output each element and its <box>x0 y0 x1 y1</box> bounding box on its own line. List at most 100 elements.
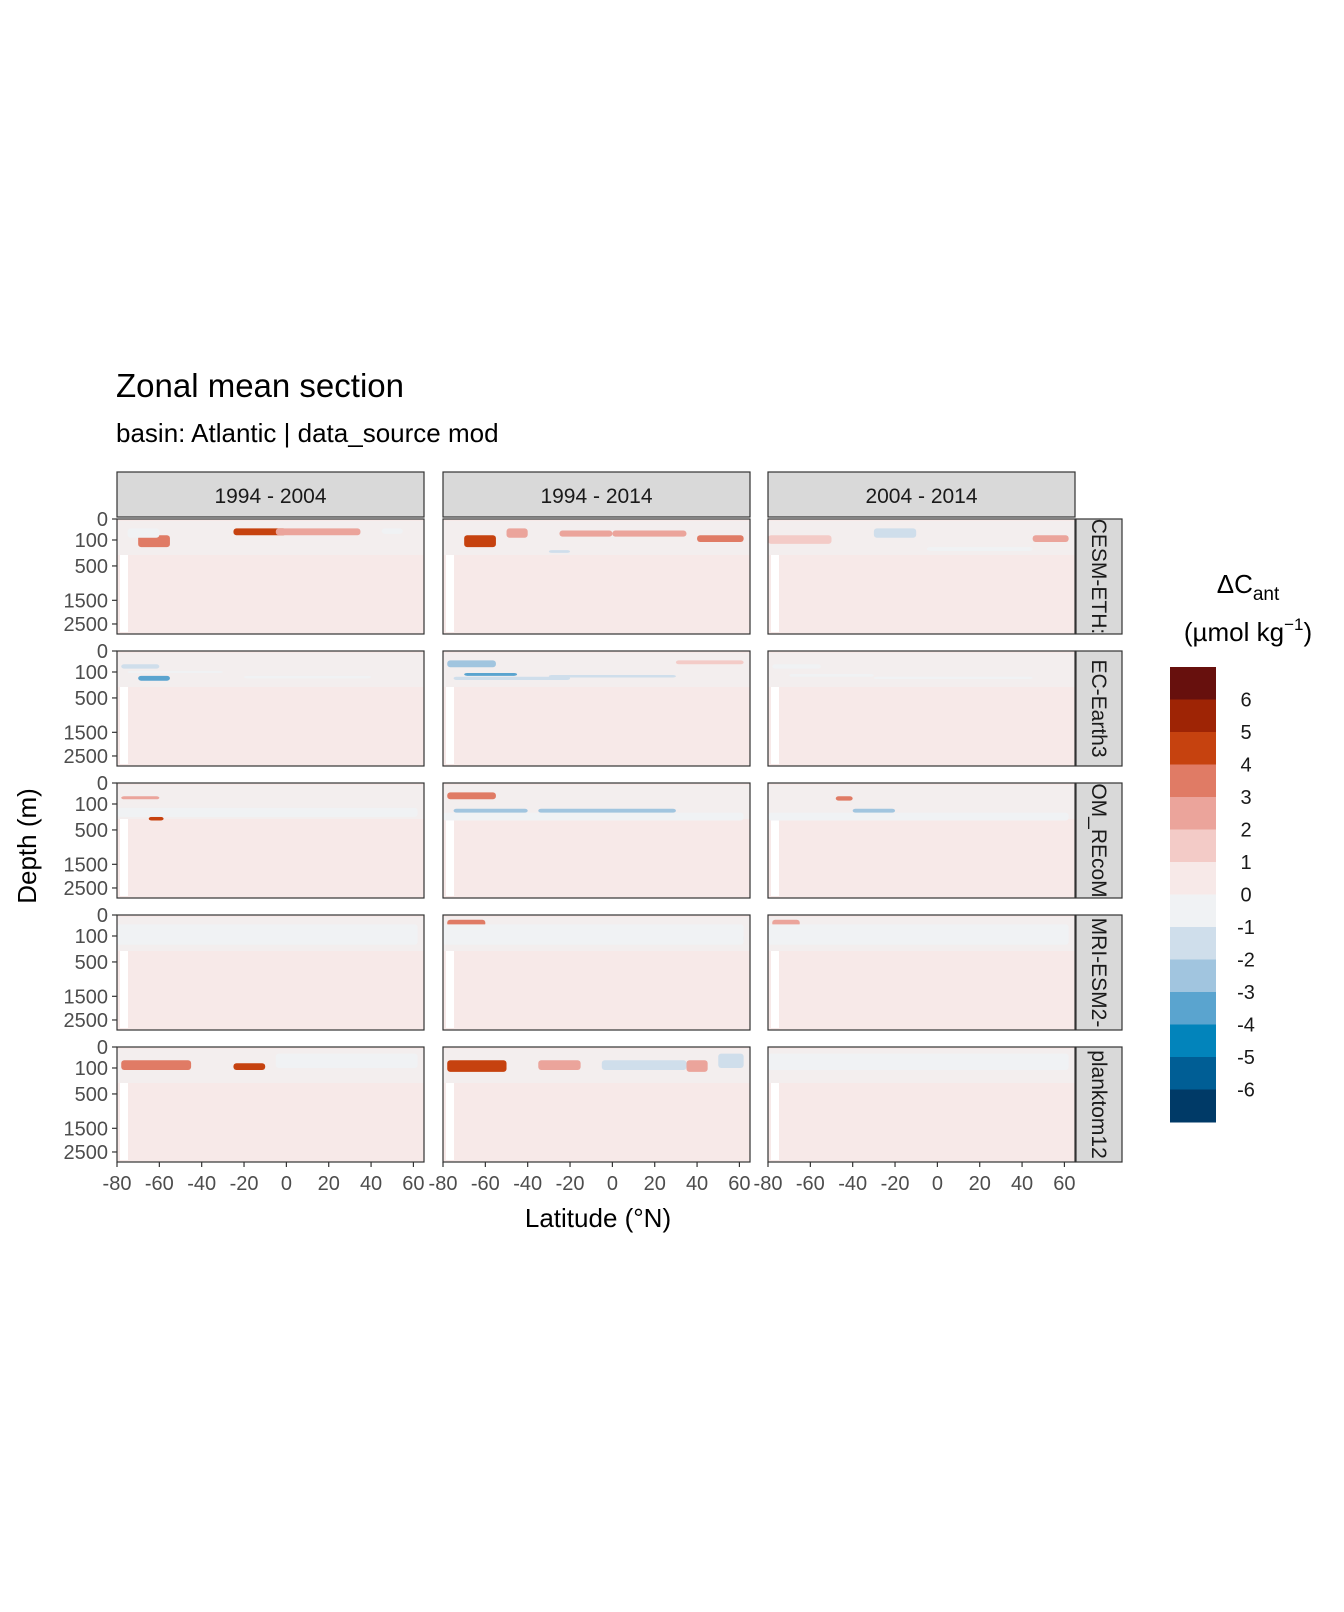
contour-cell <box>233 1063 266 1070</box>
panel-border <box>767 650 1076 767</box>
x-tick-label: -60 <box>796 1173 825 1195</box>
x-tick-label: -20 <box>881 1173 910 1195</box>
land-mask <box>446 819 454 896</box>
y-tick-label: 500 <box>75 820 108 842</box>
legend-label: 5 <box>1240 722 1251 744</box>
legend-unit-sup: −1 <box>1284 615 1303 634</box>
y-tick-label: 500 <box>75 1084 108 1106</box>
chart-subtitle: basin: Atlantic | data_source mod <box>116 418 499 448</box>
row-strip-label: EC-Earth3 <box>1087 659 1110 757</box>
legend-label: 4 <box>1240 755 1251 777</box>
y-tick-label: 2500 <box>64 746 109 768</box>
row-strip-label: planktom12 <box>1087 1050 1110 1159</box>
panel-border <box>442 650 751 767</box>
contour-cell <box>464 673 518 676</box>
y-tick-label: 0 <box>97 641 108 663</box>
y-tick-label: 1500 <box>64 722 109 744</box>
legend-swatch <box>1170 764 1216 798</box>
x-tick-label: 20 <box>318 1173 340 1195</box>
contour-cell <box>138 675 170 681</box>
x-tick-label: -40 <box>838 1173 867 1195</box>
legend-label: 3 <box>1240 787 1251 809</box>
row-strip <box>1075 914 1123 1031</box>
contour-cell <box>453 808 528 813</box>
land-mask <box>120 951 128 1028</box>
contour-cell <box>548 550 571 553</box>
row-strip-label: CESM-ETH: <box>1087 519 1110 635</box>
y-tick-label: 2500 <box>64 878 109 900</box>
land-mask <box>120 687 128 764</box>
legend-swatch <box>1170 959 1216 993</box>
contour-cell <box>117 807 418 817</box>
land-mask <box>120 555 128 632</box>
x-tick-label: 40 <box>686 1173 708 1195</box>
legend-swatch <box>1170 927 1216 960</box>
y-tick-label: 100 <box>75 1058 108 1080</box>
contour-cell <box>768 924 1069 945</box>
contour-cell <box>138 535 170 548</box>
panel-border <box>116 1046 425 1163</box>
x-tick-label: 40 <box>1011 1173 1033 1195</box>
contour-cell <box>559 530 613 537</box>
legend-colorbar: 6 5 4 3 2 1 0 -1 -2 -3 -4 -5 -6 <box>1170 667 1255 1123</box>
contour-cell <box>1032 535 1069 542</box>
contour-cell <box>768 1053 1069 1070</box>
legend-label: -2 <box>1237 950 1255 972</box>
y-tick-label: 0 <box>97 1037 108 1059</box>
land-mask <box>120 1083 128 1160</box>
row-strip <box>1075 1046 1123 1163</box>
contour-cell <box>697 535 744 542</box>
row-strip-label: OM_REcoM <box>1087 783 1110 897</box>
panel-border <box>442 518 751 635</box>
legend-swatch <box>1170 992 1216 1025</box>
x-tick-label: 0 <box>281 1173 292 1195</box>
x-tick-label: 20 <box>644 1173 666 1195</box>
legend-label: -3 <box>1237 982 1255 1004</box>
y-tick-label: 1500 <box>64 986 109 1008</box>
x-tick-label: -20 <box>556 1173 585 1195</box>
y-tick-label: 0 <box>97 509 108 531</box>
surface-band <box>443 653 750 687</box>
x-tick-label: -80 <box>103 1173 132 1195</box>
y-tick-label: 500 <box>75 952 108 974</box>
panel-border <box>767 914 1076 1031</box>
x-tick-label: 60 <box>728 1173 750 1195</box>
panel-border <box>767 518 1076 635</box>
land-mask <box>771 1083 779 1160</box>
y-tick-label: 2500 <box>64 1142 109 1164</box>
legend-swatch <box>1170 1057 1216 1090</box>
x-tick-label: 40 <box>360 1173 382 1195</box>
x-tick-label: 60 <box>402 1173 424 1195</box>
contour-cell <box>453 676 571 680</box>
legend-swatch <box>1170 829 1216 863</box>
land-mask <box>446 687 454 764</box>
panel-border <box>116 650 425 767</box>
legend-label: 6 <box>1240 690 1251 712</box>
land-mask <box>446 555 454 632</box>
y-tick-label: 100 <box>75 530 108 552</box>
surface-band <box>768 653 1075 687</box>
y-tick-label: 1500 <box>64 590 109 612</box>
contour-cell <box>601 1060 687 1070</box>
legend-swatch <box>1170 667 1216 700</box>
y-tick-label: 1500 <box>64 854 109 876</box>
panel-border <box>442 1046 751 1163</box>
contour-cell <box>464 535 496 548</box>
column-strip-label: 1994 - 2004 <box>214 485 326 508</box>
contour-cell <box>127 528 160 538</box>
x-tick-label: 60 <box>1053 1173 1075 1195</box>
legend-label: -1 <box>1237 917 1255 939</box>
contour-cell <box>244 675 372 679</box>
y-tick-label: 500 <box>75 688 108 710</box>
y-tick-label: 100 <box>75 794 108 816</box>
x-tick-label: -60 <box>471 1173 500 1195</box>
panel-border <box>116 518 425 635</box>
legend-label: -5 <box>1237 1047 1255 1069</box>
land-mask <box>771 819 779 896</box>
legend-label: 1 <box>1240 852 1251 874</box>
color-legend: ΔCant (µmol kg−1) 6 5 4 3 2 1 0 -1 -2 -3 -4 -5 -6 <box>1170 569 1312 1123</box>
x-tick-label: -40 <box>513 1173 542 1195</box>
contour-cell <box>873 676 1033 680</box>
column-strip <box>442 471 751 518</box>
